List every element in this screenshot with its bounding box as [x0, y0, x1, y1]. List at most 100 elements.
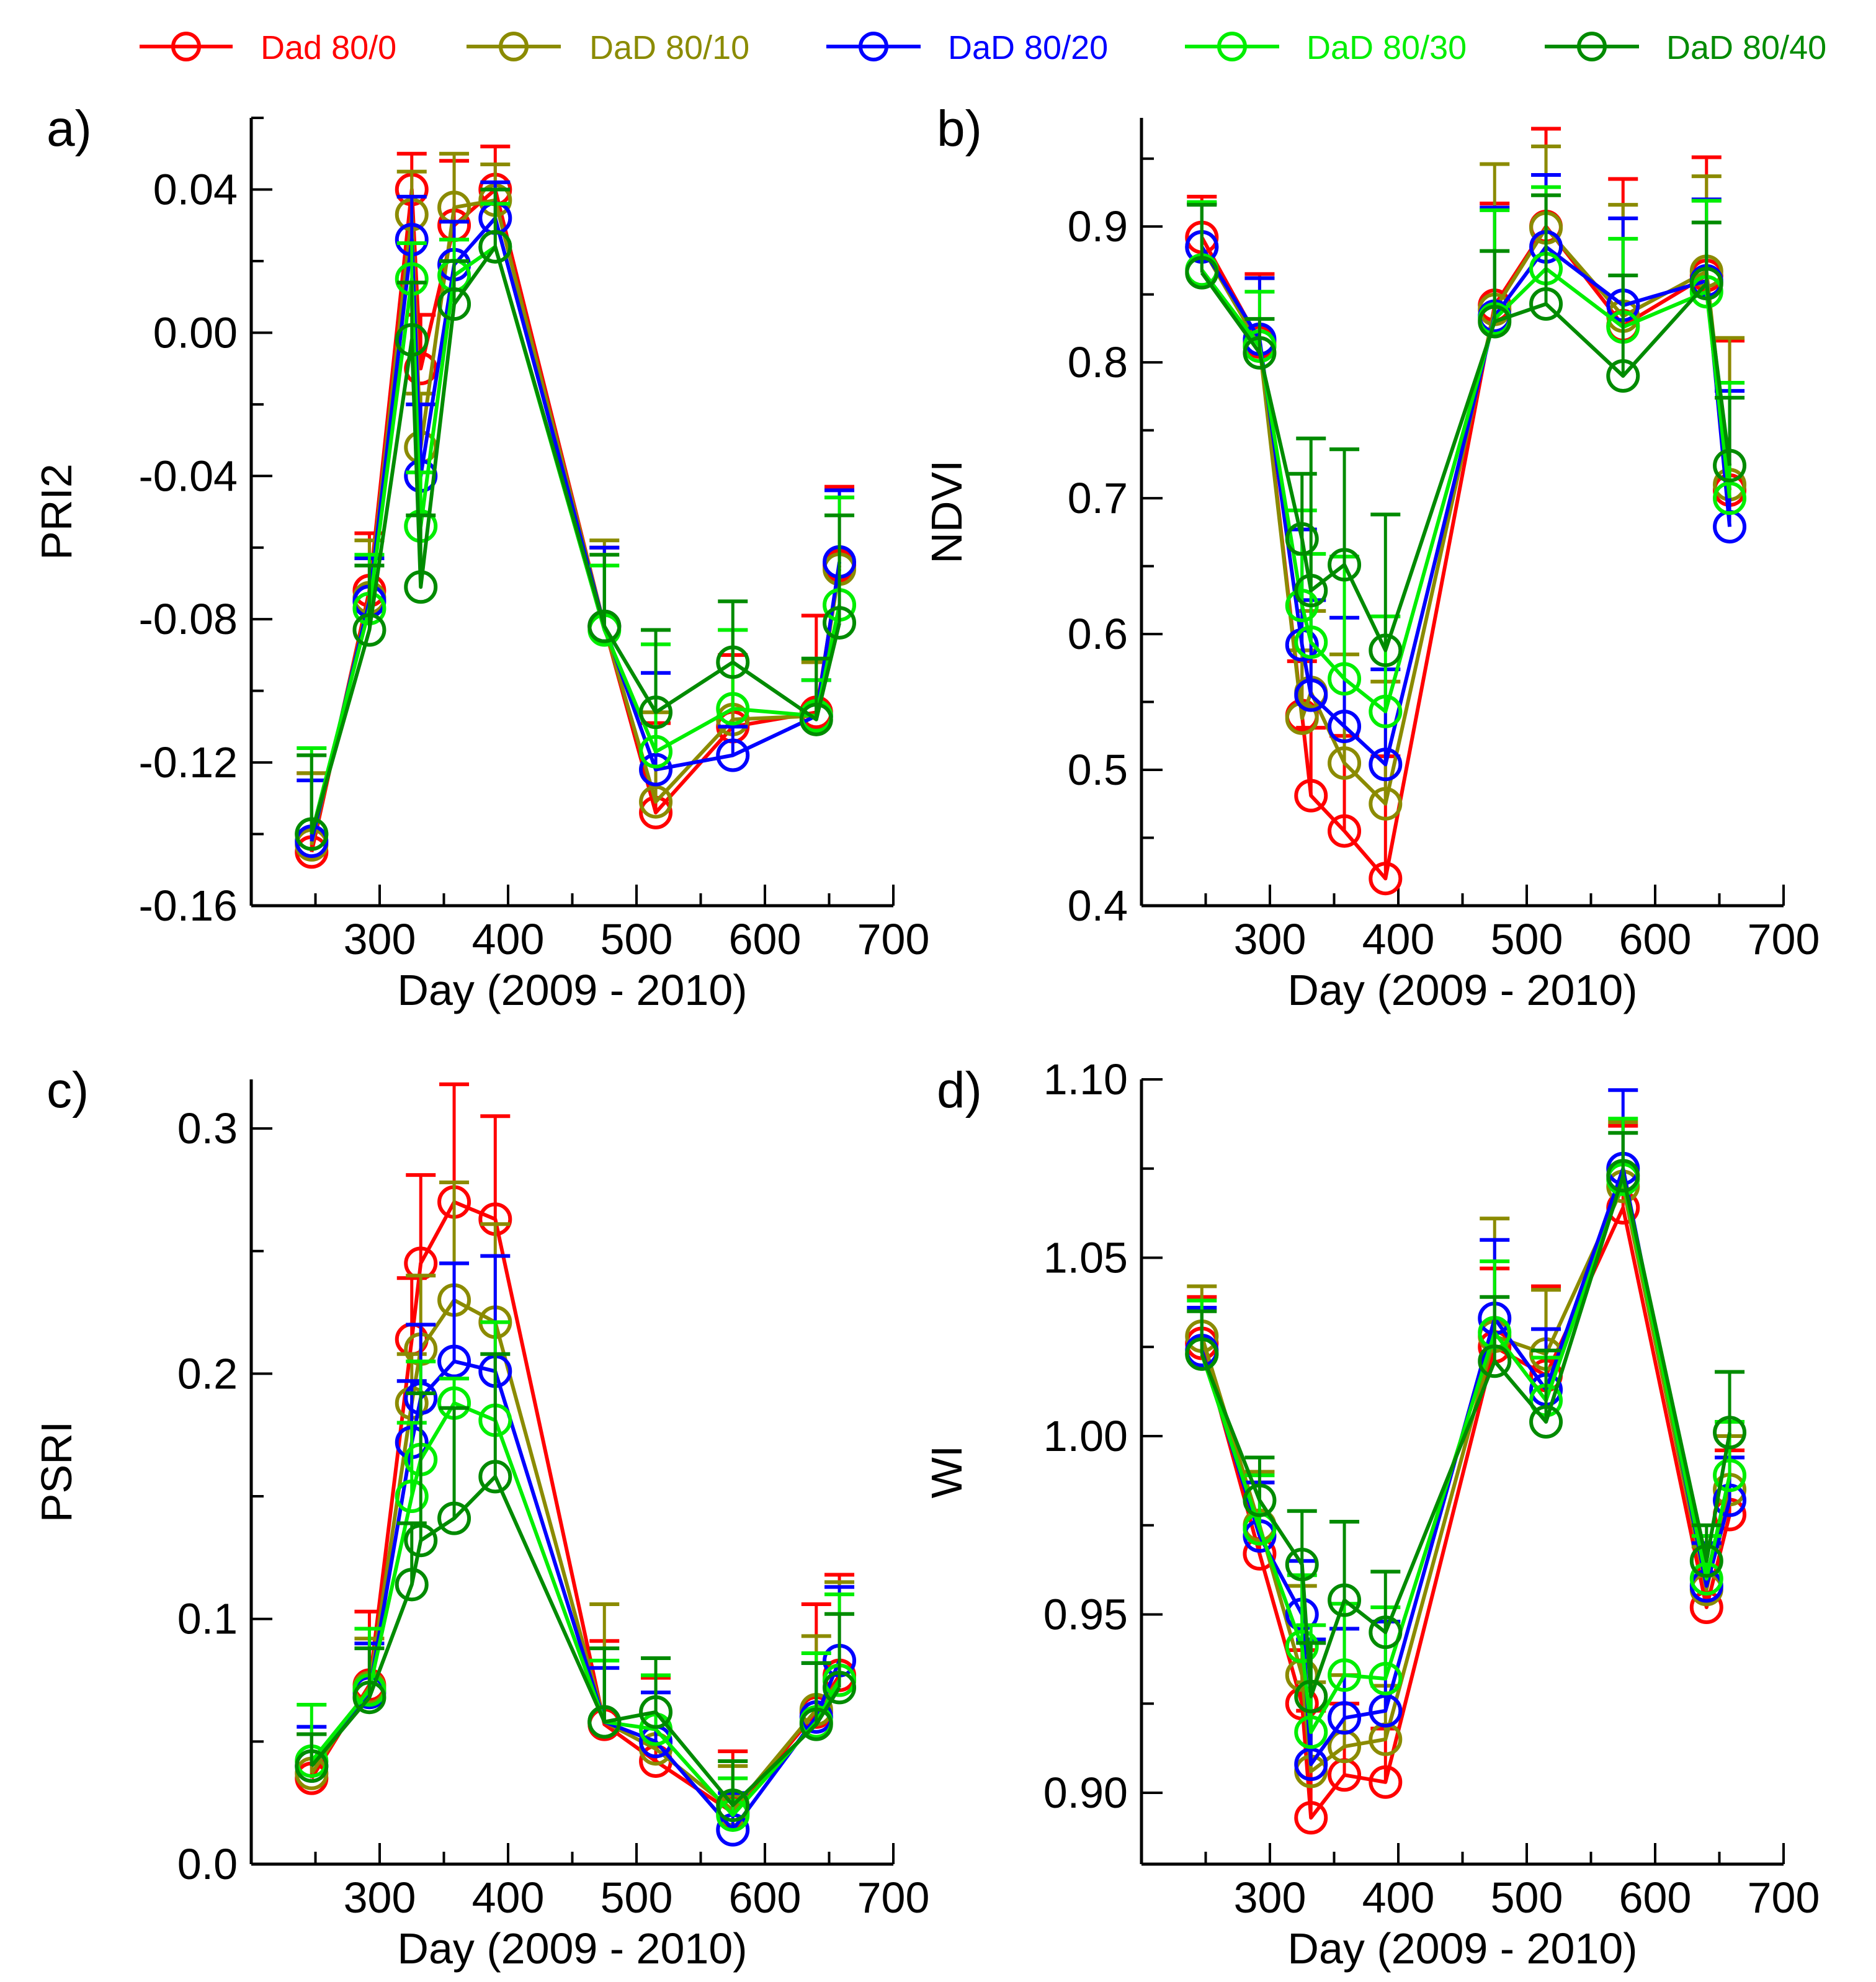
data-series	[295, 1320, 857, 1832]
charts: 300 400 500 600 700 -0.16 -0.12 -0.08 -0.04 0.00 0…	[32, 100, 1820, 1973]
y-axis-label: NDVI	[922, 460, 971, 563]
legend-label: DaD 80/40	[1666, 29, 1826, 66]
data-point	[1713, 1416, 1747, 1450]
y-tick-label: 0.6	[1068, 610, 1128, 658]
y-tick-label: 0.2	[177, 1349, 238, 1398]
series-line	[310, 244, 842, 835]
data-point	[1369, 787, 1403, 821]
x-axis-label: Day (2009 - 2010)	[397, 966, 747, 1014]
y-tick-label: 0.04	[153, 165, 238, 213]
data-point	[1285, 522, 1319, 556]
data-point	[799, 702, 833, 736]
data-point	[1606, 1159, 1640, 1193]
chart-panel: 300 400 500 600 700 0.0 0.1 0.2 0.3 Day (2009 - 2…	[32, 1062, 929, 1973]
legend-entry: DaD 80/10	[467, 29, 749, 66]
y-tick-label: 0.0	[177, 1840, 238, 1888]
y-axis-label: WI	[922, 1445, 971, 1499]
x-tick-label: 300	[344, 1873, 416, 1922]
x-tick-label: 500	[1491, 1873, 1563, 1922]
data-point	[395, 1480, 429, 1514]
data-point	[1294, 1801, 1328, 1835]
data-point	[1369, 862, 1403, 896]
data-point	[716, 1788, 750, 1823]
data-point	[437, 1344, 471, 1378]
y-tick-label: 0.1	[177, 1595, 238, 1643]
data-series	[1185, 1123, 1747, 1835]
data-point	[1328, 1658, 1362, 1692]
series-line	[1200, 226, 1732, 806]
data-point	[1328, 1701, 1362, 1735]
data-point	[639, 734, 673, 769]
data-point	[823, 605, 857, 640]
data-point	[1713, 449, 1747, 483]
data-point	[352, 613, 386, 647]
x-tick-label: 400	[1362, 915, 1435, 963]
data-point	[404, 570, 438, 604]
data-point	[437, 287, 471, 321]
data-point	[1294, 1679, 1328, 1713]
data-series	[1185, 172, 1747, 782]
series-line	[1200, 1174, 1732, 1699]
data-point	[1294, 574, 1328, 607]
data-point	[587, 1705, 622, 1739]
legend-swatch-marker	[499, 32, 529, 61]
data-point	[1713, 1483, 1747, 1517]
y-tick-label: 1.00	[1043, 1412, 1128, 1460]
data-series	[1185, 1131, 1747, 1713]
panel-label: b)	[937, 100, 982, 157]
data-point	[1369, 633, 1403, 667]
chart-panel: 300 400 500 600 700 0.90 0.95 1.00 1.05 1.10 Day (…	[922, 1055, 1820, 1973]
data-point	[716, 645, 750, 679]
y-tick-label: -0.12	[138, 738, 238, 787]
data-point	[1243, 1483, 1277, 1517]
x-tick-label: 700	[1748, 915, 1820, 963]
y-tick-label: 0.90	[1043, 1769, 1128, 1817]
data-series	[295, 1254, 857, 1847]
legend: Dad 80/0 DaD 80/10 DaD 80/20 DaD 80/30 DaD 8…	[140, 29, 1826, 66]
x-axis-label: Day (2009 - 2010)	[1287, 1924, 1637, 1973]
x-tick-label: 400	[472, 1873, 545, 1922]
legend-entry: DaD 80/30	[1185, 29, 1467, 66]
x-tick-label: 600	[1619, 915, 1692, 963]
data-point	[1529, 1405, 1563, 1439]
y-tick-label: 0.5	[1068, 746, 1128, 794]
series-line	[1200, 245, 1732, 767]
data-series	[295, 187, 857, 851]
y-tick-label: 0.95	[1043, 1591, 1128, 1639]
data-point	[1294, 779, 1328, 813]
data-series	[1185, 193, 1747, 667]
data-point	[1285, 1630, 1319, 1664]
series-line	[310, 1200, 841, 1815]
data-point	[823, 1671, 857, 1705]
data-point	[1285, 1548, 1319, 1581]
x-tick-label: 500	[601, 915, 673, 963]
data-point	[478, 1460, 512, 1494]
data-series	[295, 1082, 857, 1829]
data-point	[395, 323, 429, 357]
data-series	[1185, 1120, 1747, 1788]
data-point	[716, 692, 750, 726]
chart-panel: 300 400 500 600 700 -0.16 -0.12 -0.08 -0.04 0.00 0…	[32, 100, 929, 1014]
data-point	[1478, 305, 1512, 339]
data-point	[1369, 1662, 1403, 1695]
data-point	[295, 817, 329, 851]
panel-label: c)	[47, 1062, 89, 1118]
data-point	[352, 1681, 386, 1715]
data-point	[1243, 336, 1277, 370]
data-point	[639, 752, 673, 787]
data-point	[1185, 1337, 1219, 1371]
x-tick-label: 700	[857, 1873, 930, 1922]
data-point	[716, 738, 750, 772]
data-point	[1369, 1694, 1403, 1728]
x-tick-label: 500	[1491, 915, 1563, 963]
legend-swatch-marker	[1217, 32, 1247, 61]
data-series	[1185, 144, 1747, 821]
data-point	[1369, 1615, 1403, 1649]
series-line	[310, 244, 842, 835]
panel-label: a)	[47, 100, 92, 157]
data-point	[478, 230, 512, 264]
x-tick-label: 400	[1362, 1873, 1435, 1922]
x-tick-label: 600	[729, 1873, 802, 1922]
legend-label: DaD 80/10	[589, 29, 749, 66]
data-point	[1529, 287, 1563, 321]
